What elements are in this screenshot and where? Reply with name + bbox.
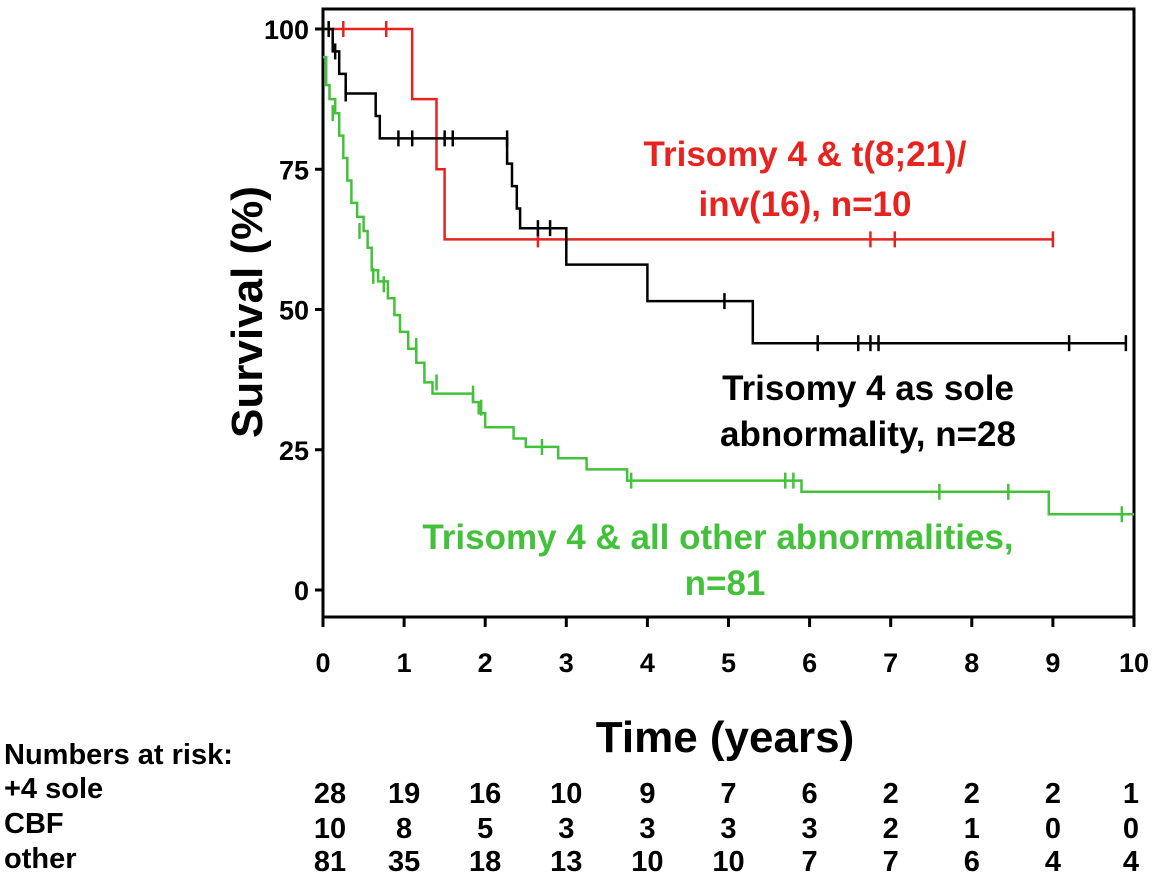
risk-row-label-cbf: CBF [4, 808, 64, 840]
risk-value: 2 [882, 778, 899, 810]
x-tick-label: 8 [964, 648, 979, 678]
risk-value: 7 [882, 846, 899, 878]
risk-value: 4 [1044, 846, 1061, 878]
survival-curve-red [323, 27, 1053, 241]
risk-value: 3 [720, 813, 737, 845]
x-tick-label: 3 [559, 648, 574, 678]
risk-value: 10 [313, 813, 347, 845]
risk-value: 9 [639, 778, 656, 810]
annotation-red-line2: inv(16), n=10 [698, 185, 911, 224]
y-tick-label: 0 [294, 576, 309, 606]
y-axis: 0 25 50 75 100 [264, 15, 323, 606]
risk-value: 1 [1122, 778, 1140, 810]
risk-value: 81 [313, 846, 347, 878]
risk-value: 10 [712, 846, 745, 878]
x-tick-label: 9 [1045, 648, 1060, 678]
risk-value: 18 [469, 846, 502, 878]
risk-value: 0 [1044, 813, 1061, 845]
risk-value: 3 [558, 813, 575, 845]
risk-value: 16 [469, 778, 502, 810]
x-axis: 0 1 2 3 4 5 6 7 8 9 10 [315, 617, 1149, 678]
annotation-green-line2: n=81 [685, 564, 766, 603]
risk-value: 2 [1044, 778, 1061, 810]
x-tick-label: 5 [721, 648, 736, 678]
x-tick-label: 10 [1119, 648, 1149, 678]
annotation-black-line2: abnormality, n=28 [720, 415, 1016, 454]
survival-curves [323, 21, 1134, 523]
risk-value: 8 [396, 813, 413, 845]
x-tick-label: 4 [640, 648, 655, 678]
risk-value: 3 [639, 813, 656, 845]
risk-value: 1 [963, 813, 980, 845]
x-axis-title: Time (years) [596, 713, 854, 762]
risk-value: 0 [1122, 813, 1140, 845]
x-tick-label: 0 [315, 648, 330, 678]
risk-value: 6 [963, 846, 980, 878]
risk-row-label-sole: +4 sole [4, 773, 104, 805]
risk-value: 3 [801, 813, 818, 845]
risk-value: 4 [1122, 846, 1140, 878]
risk-value: 10 [631, 846, 664, 878]
survival-curve-green [323, 55, 1134, 516]
risk-table-title: Numbers at risk: [4, 739, 233, 771]
y-tick-label: 75 [279, 155, 309, 185]
risk-value: 10 [550, 778, 583, 810]
x-tick-label: 6 [802, 648, 817, 678]
risk-value: 5 [477, 813, 494, 845]
x-tick-label: 2 [478, 648, 493, 678]
risk-value: 13 [550, 846, 583, 878]
survival-curve-black [323, 27, 1126, 345]
risk-value: 35 [387, 846, 421, 878]
x-tick-label: 1 [397, 648, 412, 678]
risk-value: 28 [313, 778, 347, 810]
risk-value: 7 [720, 778, 737, 810]
annotation-green-line1: Trisomy 4 & all other abnormalities, [422, 518, 1013, 557]
risk-value: 19 [387, 778, 421, 810]
x-tick-label: 7 [883, 648, 898, 678]
y-tick-label: 50 [279, 296, 309, 326]
annotation-black-line1: Trisomy 4 as sole [722, 369, 1014, 408]
risk-value: 7 [801, 846, 818, 878]
risk-row-label-other: other [4, 843, 77, 875]
risk-value: 6 [801, 778, 818, 810]
y-tick-label: 100 [264, 15, 309, 45]
risk-value: 2 [882, 813, 899, 845]
y-tick-label: 25 [279, 436, 309, 466]
y-axis-title: Survival (%) [223, 186, 272, 438]
annotation-red-line1: Trisomy 4 & t(8;21)/ [644, 135, 967, 174]
risk-value: 2 [963, 778, 980, 810]
